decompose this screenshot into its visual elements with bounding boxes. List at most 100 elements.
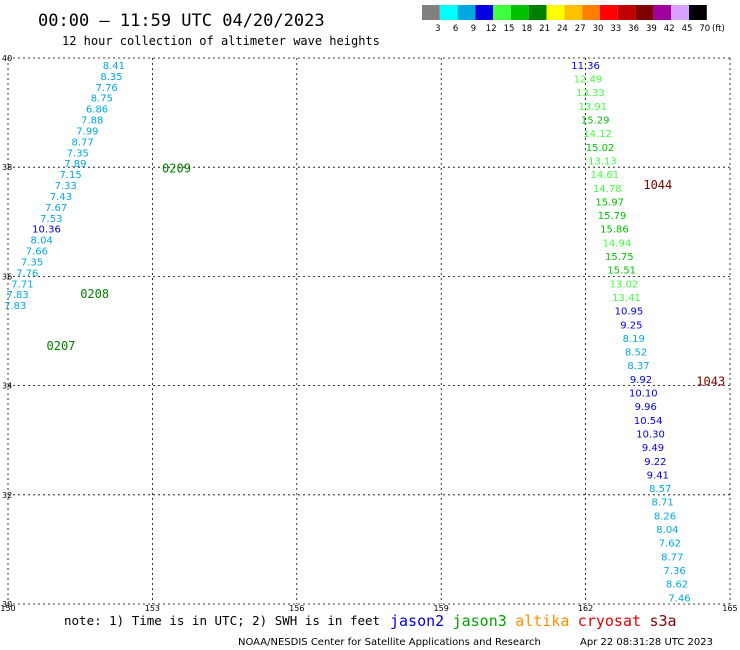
wave-height-label: 13.41 <box>612 293 641 304</box>
wave-height-label: 14.61 <box>591 170 620 181</box>
chart-title: 00:00 – 11:59 UTC 04/20/2023 <box>38 11 325 31</box>
pass-id-label: 1043 <box>696 375 725 389</box>
legend-swatch <box>439 5 458 20</box>
color-legend: 3 6 9 12 15 18 21 24 27 30 33 36 39 42 45 70 (ft) <box>422 5 725 34</box>
wave-height-label: 7.62 <box>659 539 681 550</box>
y-tick-label: 32 <box>2 491 12 500</box>
y-tick-label: 36 <box>2 272 12 281</box>
wave-height-label: 7.66 <box>26 247 48 258</box>
wave-height-label: 14.12 <box>583 129 612 140</box>
legend-swatch <box>528 5 547 20</box>
wave-height-label: 15.86 <box>600 225 629 236</box>
wave-height-label: 13.33 <box>576 88 605 99</box>
legend-label: 18 <box>521 24 532 34</box>
legend-swatch <box>475 5 494 20</box>
wave-height-label: 9.22 <box>644 457 666 468</box>
wave-height-label: 15.29 <box>581 116 610 127</box>
wave-height-label: 7.36 <box>664 566 686 577</box>
footer-note: note: 1) Time is in UTC; 2) SWH is in fe… <box>64 613 380 628</box>
wave-height-label: 8.75 <box>91 94 113 105</box>
legend-label: 15 <box>504 24 515 34</box>
x-tick-label: 156 <box>289 604 304 613</box>
legend-swatch <box>564 5 583 20</box>
wave-height-label: 15.51 <box>607 266 636 277</box>
satellite-name: cryosat <box>578 612 641 630</box>
wave-height-label: 7.43 <box>50 192 72 203</box>
wave-height-label: 7.35 <box>21 257 43 268</box>
legend-label: 24 <box>557 24 568 34</box>
wave-height-label: 14.78 <box>593 184 622 195</box>
legend-label: 3 <box>435 24 440 34</box>
wave-height-label: 7.83 <box>6 290 28 301</box>
wave-height-label: 7.35 <box>67 148 89 159</box>
wave-height-label: 7.33 <box>55 181 77 192</box>
legend-swatch <box>689 5 707 20</box>
y-tick-label: 34 <box>2 382 12 391</box>
legend-label: 9 <box>471 24 476 34</box>
legend-swatch <box>511 5 529 20</box>
satellite-legend: jason2 jason3 altika cryosat s3a <box>390 612 677 630</box>
wave-height-label: 8.77 <box>661 552 683 563</box>
wave-height-label: 9.92 <box>630 375 652 386</box>
wave-height-label: 8.77 <box>71 137 93 148</box>
wave-height-label: 13.02 <box>610 279 639 290</box>
legend-swatch <box>653 5 672 20</box>
wave-height-label: 10.30 <box>636 429 665 440</box>
wave-height-label: 7.46 <box>668 593 690 604</box>
satellite-name: s3a <box>650 612 677 630</box>
legend-swatch <box>546 5 565 20</box>
legend-label: 45 <box>682 24 693 34</box>
wave-height-label: 10.95 <box>615 307 644 318</box>
wave-height-label: 10.10 <box>629 389 658 400</box>
wave-height-label: 8.35 <box>100 72 122 83</box>
legend-label: 70 <box>699 24 710 34</box>
pass-id-label: 0209 <box>162 162 191 176</box>
wave-height-label: 7.89 <box>64 159 86 170</box>
x-tick-label: 162 <box>578 604 593 613</box>
legend-label: 21 <box>539 24 550 34</box>
wave-height-label: 14.94 <box>603 238 632 249</box>
wave-height-label: 8.37 <box>627 361 649 372</box>
wave-height-label: 7.15 <box>59 170 81 181</box>
legend-label: 12 <box>486 24 497 34</box>
wave-height-label: 8.04 <box>656 525 678 536</box>
wave-height-label: 8.57 <box>649 484 671 495</box>
pass-id-label: 1044 <box>643 178 672 192</box>
x-tick-label: 150 <box>0 604 15 613</box>
x-tick-label: 153 <box>145 604 160 613</box>
satellite-name: altika <box>515 612 569 630</box>
wave-height-label: 7.83 <box>4 301 26 312</box>
wave-height-label: 9.96 <box>635 402 657 413</box>
credit-text: NOAA/NESDIS Center for Satellite Applica… <box>238 637 541 648</box>
legend-label: 42 <box>664 24 675 34</box>
wave-height-label: 8.71 <box>651 498 673 509</box>
wave-height-label: 6.86 <box>86 105 108 116</box>
wave-height-label: 7.67 <box>45 203 67 214</box>
wave-height-label: 7.76 <box>16 268 38 279</box>
wave-height-label: 9.49 <box>642 443 664 454</box>
y-tick-label: 38 <box>2 163 12 172</box>
wave-height-label: 8.19 <box>623 334 645 345</box>
wave-height-label: 8.62 <box>666 580 688 591</box>
wave-height-label: 10.54 <box>634 416 663 427</box>
wave-height-label: 10.36 <box>32 225 61 236</box>
legend-swatch <box>635 5 654 20</box>
satellite-name: jason3 <box>453 612 507 630</box>
legend-label: 30 <box>593 24 604 34</box>
wave-height-label: 7.71 <box>11 279 33 290</box>
wave-height-label: 11.36 <box>571 61 600 72</box>
y-tick-label: 40 <box>2 54 12 63</box>
wave-height-label: 12.49 <box>574 75 603 86</box>
wave-height-label: 13.91 <box>578 102 607 113</box>
legend-swatch <box>422 5 440 20</box>
wave-height-label: 15.02 <box>586 143 615 154</box>
satellite-name: jason2 <box>390 612 444 630</box>
legend-label: 39 <box>646 24 657 34</box>
wave-height-label: 7.76 <box>96 83 118 94</box>
wave-height-label: 15.97 <box>595 197 624 208</box>
legend-unit: (ft) <box>712 24 725 34</box>
wave-height-label: 8.26 <box>654 511 676 522</box>
legend-label: 27 <box>575 24 586 34</box>
wave-height-label: 7.53 <box>40 214 62 225</box>
